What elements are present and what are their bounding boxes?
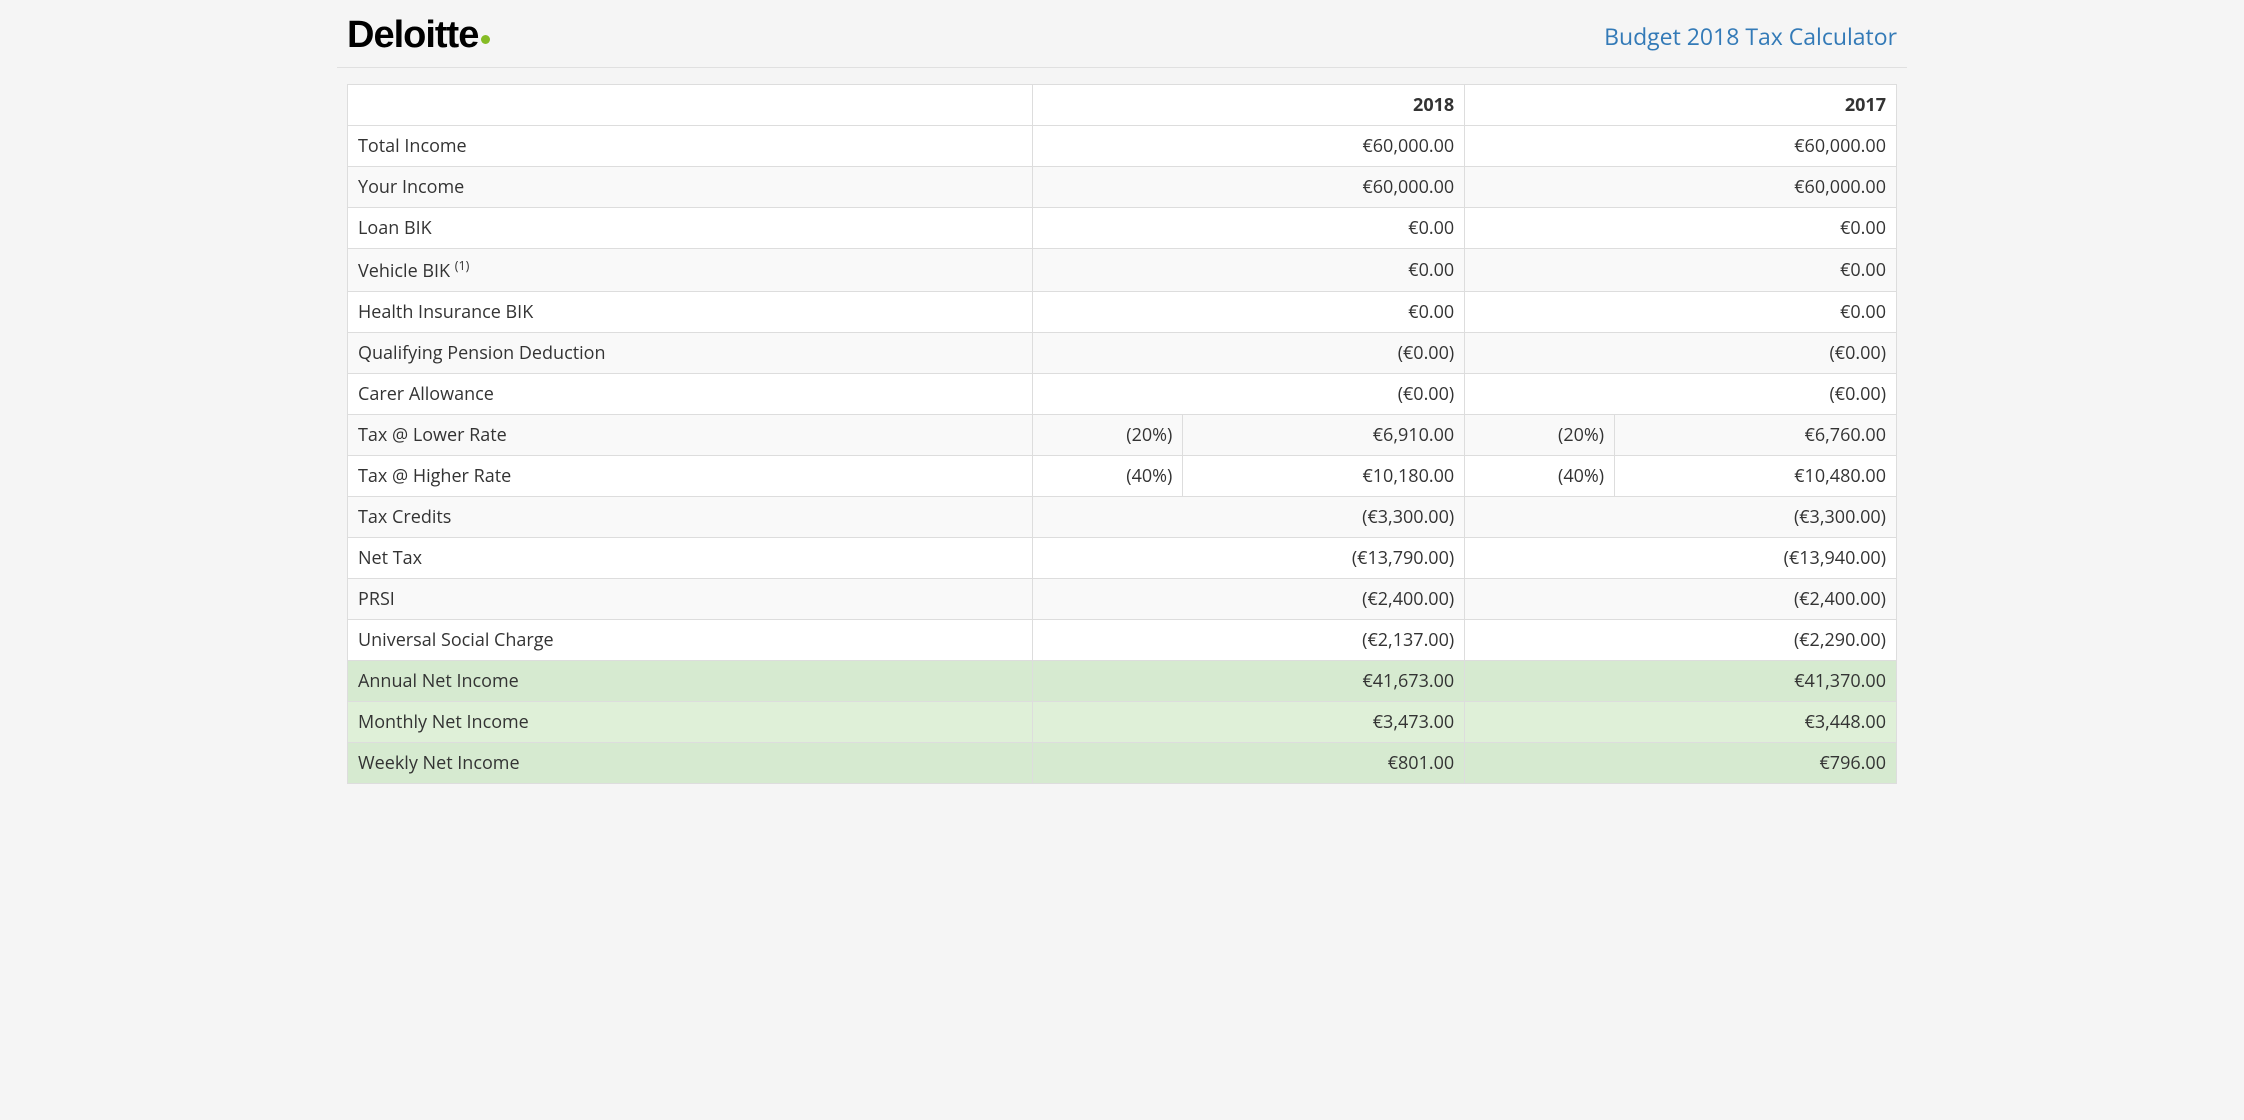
rate-year2: (20%) (1465, 415, 1615, 456)
amount-year1: €60,000.00 (1033, 167, 1465, 208)
col-header-year1: 2018 (1033, 85, 1465, 126)
amount-year1: (€2,137.00) (1033, 620, 1465, 661)
amount-year1: €60,000.00 (1033, 126, 1465, 167)
row-label: Loan BIK (348, 208, 1033, 249)
amount-year1: €10,180.00 (1183, 456, 1465, 497)
amount-year1: €0.00 (1033, 249, 1465, 292)
brand-logo: Deloitte (347, 14, 490, 57)
row-label: Net Tax (348, 538, 1033, 579)
table-row: Vehicle BIK (1)€0.00€0.00 (348, 249, 1897, 292)
col-header-blank (348, 85, 1033, 126)
row-label: Tax @ Lower Rate (348, 415, 1033, 456)
amount-year1: €6,910.00 (1183, 415, 1465, 456)
row-label: Monthly Net Income (348, 702, 1033, 743)
amount-year1: (€0.00) (1033, 333, 1465, 374)
table-row: Tax Credits(€3,300.00)(€3,300.00) (348, 497, 1897, 538)
amount-year2: (€2,290.00) (1465, 620, 1897, 661)
table-row: PRSI(€2,400.00)(€2,400.00) (348, 579, 1897, 620)
amount-year1: €0.00 (1033, 208, 1465, 249)
row-label: Annual Net Income (348, 661, 1033, 702)
row-label: Universal Social Charge (348, 620, 1033, 661)
row-label: Carer Allowance (348, 374, 1033, 415)
amount-year1: €41,673.00 (1033, 661, 1465, 702)
brand-dot-icon (481, 35, 490, 44)
page: Deloitte Budget 2018 Tax Calculator 2018… (337, 0, 1907, 804)
amount-year2: €6,760.00 (1615, 415, 1897, 456)
table-row: Net Tax(€13,790.00)(€13,940.00) (348, 538, 1897, 579)
table-row: Your Income€60,000.00€60,000.00 (348, 167, 1897, 208)
col-header-year2: 2017 (1465, 85, 1897, 126)
amount-year2: €60,000.00 (1465, 126, 1897, 167)
row-label: Vehicle BIK (1) (348, 249, 1033, 292)
row-label: Tax @ Higher Rate (348, 456, 1033, 497)
table-header-row: 2018 2017 (348, 85, 1897, 126)
table-row: Carer Allowance(€0.00)(€0.00) (348, 374, 1897, 415)
row-label: Tax Credits (348, 497, 1033, 538)
tax-results-table: 2018 2017 Total Income€60,000.00€60,000.… (347, 84, 1897, 784)
table-row: Universal Social Charge(€2,137.00)(€2,29… (348, 620, 1897, 661)
amount-year2: €0.00 (1465, 249, 1897, 292)
amount-year2: €796.00 (1465, 743, 1897, 784)
row-label: Health Insurance BIK (348, 292, 1033, 333)
amount-year2: €0.00 (1465, 292, 1897, 333)
table-row: Tax @ Higher Rate(40%)€10,180.00(40%)€10… (348, 456, 1897, 497)
amount-year2: (€2,400.00) (1465, 579, 1897, 620)
brand-name: Deloitte (347, 14, 478, 57)
table-row: Health Insurance BIK€0.00€0.00 (348, 292, 1897, 333)
table-body: Total Income€60,000.00€60,000.00Your Inc… (348, 126, 1897, 784)
amount-year1: €3,473.00 (1033, 702, 1465, 743)
table-row: Loan BIK€0.00€0.00 (348, 208, 1897, 249)
row-label: PRSI (348, 579, 1033, 620)
amount-year1: €0.00 (1033, 292, 1465, 333)
amount-year1: (€13,790.00) (1033, 538, 1465, 579)
amount-year2: €60,000.00 (1465, 167, 1897, 208)
header-bar: Deloitte Budget 2018 Tax Calculator (337, 0, 1907, 68)
amount-year2: (€3,300.00) (1465, 497, 1897, 538)
amount-year2: €41,370.00 (1465, 661, 1897, 702)
table-row: Monthly Net Income€3,473.00€3,448.00 (348, 702, 1897, 743)
table-row: Tax @ Lower Rate(20%)€6,910.00(20%)€6,76… (348, 415, 1897, 456)
amount-year1: €801.00 (1033, 743, 1465, 784)
amount-year1: (€2,400.00) (1033, 579, 1465, 620)
rate-year2: (40%) (1465, 456, 1615, 497)
amount-year2: (€13,940.00) (1465, 538, 1897, 579)
amount-year2: (€0.00) (1465, 374, 1897, 415)
amount-year2: €3,448.00 (1465, 702, 1897, 743)
table-row: Total Income€60,000.00€60,000.00 (348, 126, 1897, 167)
row-label: Qualifying Pension Deduction (348, 333, 1033, 374)
row-label: Weekly Net Income (348, 743, 1033, 784)
table-row: Weekly Net Income€801.00€796.00 (348, 743, 1897, 784)
rate-year1: (40%) (1033, 456, 1183, 497)
row-label: Your Income (348, 167, 1033, 208)
amount-year2: €0.00 (1465, 208, 1897, 249)
table-row: Qualifying Pension Deduction(€0.00)(€0.0… (348, 333, 1897, 374)
amount-year2: €10,480.00 (1615, 456, 1897, 497)
rate-year1: (20%) (1033, 415, 1183, 456)
amount-year2: (€0.00) (1465, 333, 1897, 374)
budget-calculator-link[interactable]: Budget 2018 Tax Calculator (1604, 20, 1897, 52)
row-label: Total Income (348, 126, 1033, 167)
amount-year1: (€3,300.00) (1033, 497, 1465, 538)
amount-year1: (€0.00) (1033, 374, 1465, 415)
table-row: Annual Net Income€41,673.00€41,370.00 (348, 661, 1897, 702)
